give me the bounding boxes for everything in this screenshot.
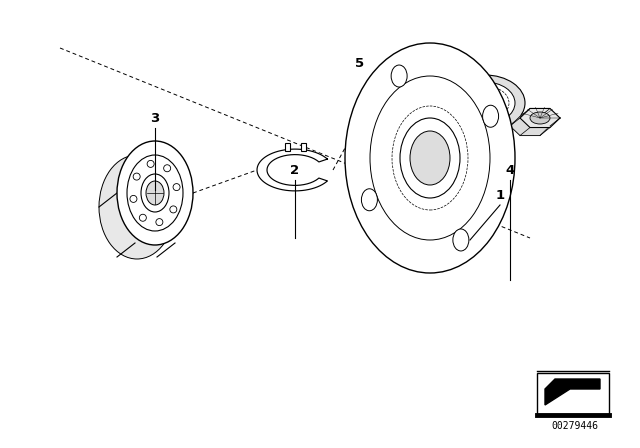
Ellipse shape [127, 155, 183, 231]
Ellipse shape [483, 105, 499, 127]
Polygon shape [545, 379, 600, 405]
Text: 00279446: 00279446 [552, 421, 598, 431]
Ellipse shape [455, 82, 515, 124]
Text: 4: 4 [506, 164, 515, 177]
Text: 5: 5 [355, 56, 365, 69]
Text: 3: 3 [150, 112, 159, 125]
Ellipse shape [391, 65, 407, 87]
Ellipse shape [130, 195, 137, 202]
Ellipse shape [345, 43, 515, 273]
Ellipse shape [445, 75, 525, 131]
Ellipse shape [140, 214, 147, 221]
Ellipse shape [453, 229, 469, 251]
Polygon shape [510, 116, 550, 136]
Ellipse shape [133, 173, 140, 180]
Bar [285, 143, 289, 151]
Text: 2: 2 [291, 164, 300, 177]
Bar [537, 373, 609, 415]
Ellipse shape [467, 90, 503, 116]
Ellipse shape [370, 76, 490, 240]
Ellipse shape [362, 189, 378, 211]
Polygon shape [520, 108, 560, 128]
Ellipse shape [410, 131, 450, 185]
Ellipse shape [170, 206, 177, 213]
Polygon shape [257, 149, 328, 191]
Ellipse shape [147, 160, 154, 168]
Ellipse shape [400, 118, 460, 198]
Ellipse shape [99, 155, 175, 259]
Ellipse shape [156, 219, 163, 226]
Bar [301, 143, 305, 151]
Ellipse shape [530, 112, 550, 124]
Ellipse shape [173, 184, 180, 190]
Ellipse shape [117, 141, 193, 245]
Ellipse shape [146, 181, 164, 205]
Ellipse shape [141, 174, 169, 212]
Ellipse shape [164, 165, 171, 172]
Text: 1: 1 [495, 189, 504, 202]
